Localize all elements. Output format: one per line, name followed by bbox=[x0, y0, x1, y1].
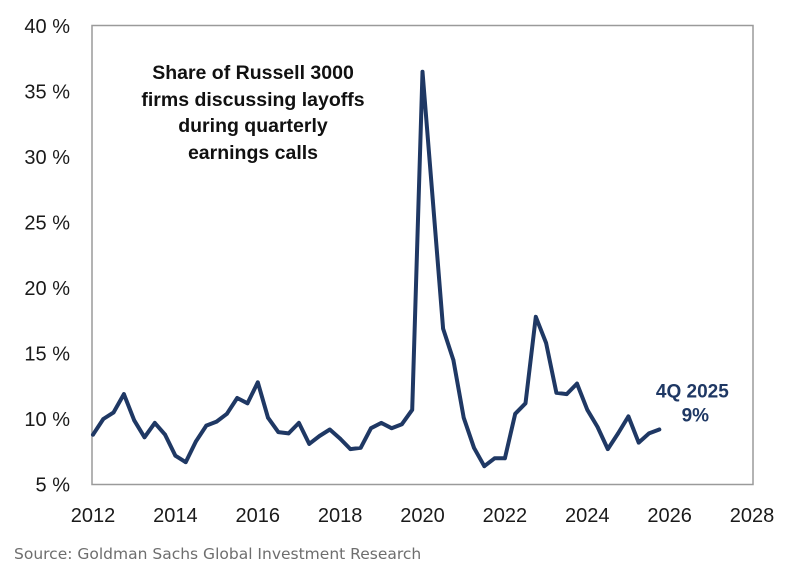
data-point bbox=[358, 446, 363, 450]
data-point bbox=[544, 341, 548, 345]
data-point bbox=[153, 421, 157, 425]
data-point bbox=[132, 418, 136, 423]
data-point bbox=[297, 421, 301, 425]
data-point bbox=[575, 381, 579, 386]
data-point bbox=[523, 401, 528, 406]
data-point bbox=[245, 401, 250, 406]
y-tick-label: 15 % bbox=[24, 344, 70, 366]
y-tick-label: 20 % bbox=[24, 278, 70, 300]
data-point bbox=[204, 423, 209, 428]
data-point bbox=[420, 70, 425, 74]
data-point bbox=[441, 326, 445, 331]
data-point bbox=[606, 447, 610, 451]
data-point bbox=[101, 417, 106, 421]
data-point bbox=[91, 432, 95, 437]
data-point bbox=[616, 431, 620, 436]
y-tick-label: 40 % bbox=[24, 16, 70, 38]
x-tick-label: 2014 bbox=[153, 505, 198, 527]
data-point bbox=[534, 315, 538, 319]
data-point bbox=[410, 408, 415, 412]
data-point bbox=[235, 396, 239, 400]
data-point bbox=[122, 392, 126, 396]
data-point bbox=[276, 430, 281, 434]
data-point bbox=[183, 460, 188, 465]
data-point bbox=[173, 453, 178, 458]
line-chart: 5 % 10 % 15 % 20 % 25 % 30 % 35 % 40 % 2012 2014… bbox=[24, 16, 775, 527]
data-point bbox=[194, 439, 198, 444]
data-point bbox=[554, 391, 559, 395]
x-tick-label: 2016 bbox=[236, 505, 281, 527]
data-point bbox=[348, 447, 353, 451]
series-points bbox=[91, 70, 662, 469]
chart-title-line-1: Share of Russell 3000 bbox=[152, 62, 354, 84]
data-point bbox=[482, 464, 487, 469]
data-point bbox=[492, 456, 497, 461]
data-point bbox=[472, 446, 476, 450]
data-point bbox=[328, 427, 332, 432]
latest-value-annotation: 4Q 2025 9% bbox=[656, 381, 729, 426]
x-tick-label: 2018 bbox=[318, 505, 363, 527]
data-point bbox=[585, 408, 590, 412]
annotation-value: 9% bbox=[682, 405, 710, 426]
data-point bbox=[142, 435, 147, 440]
x-tick-label: 2020 bbox=[400, 505, 445, 527]
chart-title-line-2: firms discussing layoffs bbox=[141, 89, 364, 111]
x-tick-label: 2026 bbox=[647, 505, 692, 527]
chart-title-line-3: during quarterly bbox=[178, 115, 328, 137]
y-tick-label: 25 % bbox=[24, 213, 70, 235]
data-point bbox=[214, 419, 219, 424]
source-note: Source: Goldman Sachs Global Investment … bbox=[14, 545, 422, 563]
data-point bbox=[431, 198, 435, 202]
chart-title: Share of Russell 3000 firms discussing l… bbox=[141, 62, 364, 164]
y-tick-label: 35 % bbox=[24, 82, 70, 104]
data-point bbox=[400, 422, 404, 427]
x-tick-label: 2022 bbox=[483, 505, 528, 527]
y-tick-label: 10 % bbox=[24, 409, 70, 431]
x-tick-label: 2028 bbox=[730, 505, 775, 527]
data-point bbox=[564, 392, 569, 396]
x-tick-label: 2012 bbox=[71, 505, 116, 527]
data-point bbox=[513, 412, 517, 416]
data-point bbox=[647, 431, 651, 436]
data-point bbox=[255, 380, 260, 385]
data-point bbox=[163, 432, 167, 437]
y-tick-label: 5 % bbox=[36, 475, 71, 497]
data-point bbox=[379, 421, 384, 425]
data-point bbox=[626, 414, 631, 419]
data-point bbox=[338, 436, 342, 441]
y-tick-label: 30 % bbox=[24, 147, 70, 169]
y-axis-ticks: 5 % 10 % 15 % 20 % 25 % 30 % 35 % 40 % bbox=[24, 16, 70, 497]
data-point bbox=[389, 426, 394, 431]
data-point bbox=[307, 442, 312, 446]
x-axis-ticks: 2012 2014 2016 2018 2020 2022 2024 2026 2028 bbox=[71, 505, 775, 527]
data-point bbox=[286, 431, 291, 436]
annotation-period: 4Q 2025 bbox=[656, 381, 729, 402]
x-tick-label: 2024 bbox=[565, 505, 610, 527]
data-point bbox=[317, 434, 322, 438]
chart-title-line-4: earnings calls bbox=[188, 142, 318, 164]
data-point bbox=[461, 415, 466, 420]
data-point bbox=[111, 410, 116, 415]
data-point bbox=[595, 425, 600, 429]
data-point bbox=[657, 427, 662, 432]
data-point bbox=[369, 426, 373, 431]
data-point bbox=[451, 358, 456, 362]
data-point bbox=[225, 412, 229, 416]
data-point bbox=[266, 415, 270, 420]
data-point bbox=[503, 456, 507, 461]
data-point bbox=[636, 440, 641, 445]
